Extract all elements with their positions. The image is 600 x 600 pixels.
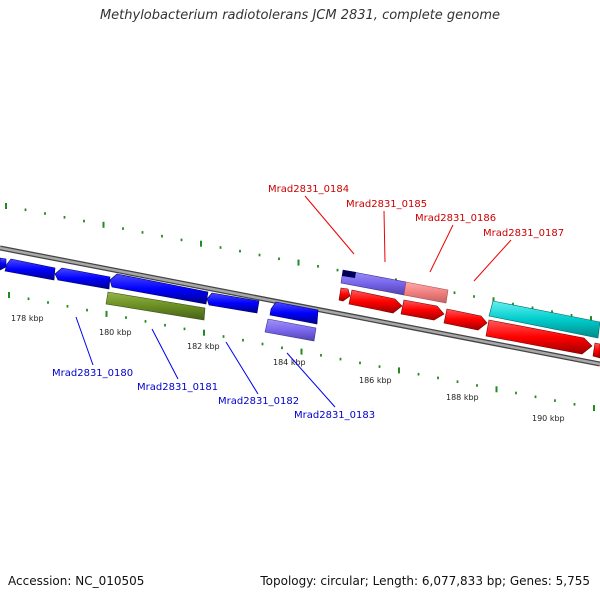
gene-arrow-mrad2831-0185[interactable] [348,289,403,314]
gene-arrow-mrad2831-0180[interactable] [109,273,209,305]
scale-label-190: 190 kbp [532,414,565,423]
gene-arrow-upstream-1[interactable] [4,258,56,281]
gene-arrow-mrad2831-0186[interactable] [400,299,445,321]
forward-gene-labels: Mrad2831_0184 Mrad2831_0185 Mrad2831_018… [268,184,564,282]
leader-line-0187 [473,239,512,282]
leader-line-0180 [75,316,94,366]
gene-label-mrad2831-0180[interactable]: Mrad2831_0180 [52,368,133,379]
gene-arrow-upstream-2[interactable] [54,267,111,290]
scale-label-178: 178 kbp [11,314,44,323]
gene-arrow-partial-mid[interactable] [338,287,351,302]
scale-label-188: 188 kbp [446,393,479,402]
leader-line-0183 [286,352,336,408]
lower-tick-track [8,292,595,412]
feature-mrad2831-0181[interactable] [105,291,206,321]
feature-mrad2831-0183[interactable] [264,318,317,342]
genome-title: Methylobacterium radiotolerans JCM 2831,… [99,8,501,23]
gene-label-mrad2831-0186[interactable]: Mrad2831_0186 [415,213,496,224]
feature-mrad2831-0184-start [342,270,356,278]
scale-label-186: 186 kbp [359,376,392,385]
leader-line-0185 [383,210,386,263]
scale-label-184: 184 kbp [273,358,306,367]
gene-label-mrad2831-0182[interactable]: Mrad2831_0182 [218,396,299,407]
leader-line-0186 [429,224,454,273]
accession-text: Accession: NC_010505 [8,574,145,588]
gene-arrow-mrad2831-0182[interactable] [206,292,260,314]
reverse-strand-features[interactable] [0,257,319,342]
gene-arrow-mrad2831-0187[interactable] [485,319,593,355]
gene-label-mrad2831-0181[interactable]: Mrad2831_0181 [137,382,218,393]
forward-strand-features[interactable] [338,269,600,359]
scale-labels: 178 kbp 180 kbp 182 kbp 184 kbp 186 kbp … [11,314,565,423]
reverse-gene-labels: Mrad2831_0180 Mrad2831_0181 Mrad2831_018… [52,316,375,421]
scale-label-180: 180 kbp [99,328,132,337]
scale-label-182: 182 kbp [187,342,220,351]
feature-cyan[interactable] [488,300,600,339]
gene-label-mrad2831-0184[interactable]: Mrad2831_0184 [268,184,349,195]
gene-label-mrad2831-0185[interactable]: Mrad2831_0185 [346,199,427,210]
leader-line-0182 [225,341,259,395]
gene-arrow-mrad2831-0183-cds[interactable] [269,301,319,325]
leader-line-0181 [151,328,179,380]
gene-arrow-partial-left[interactable] [0,257,7,271]
gene-label-mrad2831-0183[interactable]: Mrad2831_0183 [294,410,375,421]
gene-arrow-mrad2831-0186b[interactable] [443,308,488,331]
gene-label-mrad2831-0187[interactable]: Mrad2831_0187 [483,228,564,239]
feature-mrad2831-0185[interactable] [403,281,449,304]
genome-summary-text: Topology: circular; Length: 6,077,833 bp… [260,574,590,588]
leader-line-0184 [304,195,355,255]
genome-backbone [0,245,600,367]
gene-arrow-partial-right[interactable] [592,342,600,359]
